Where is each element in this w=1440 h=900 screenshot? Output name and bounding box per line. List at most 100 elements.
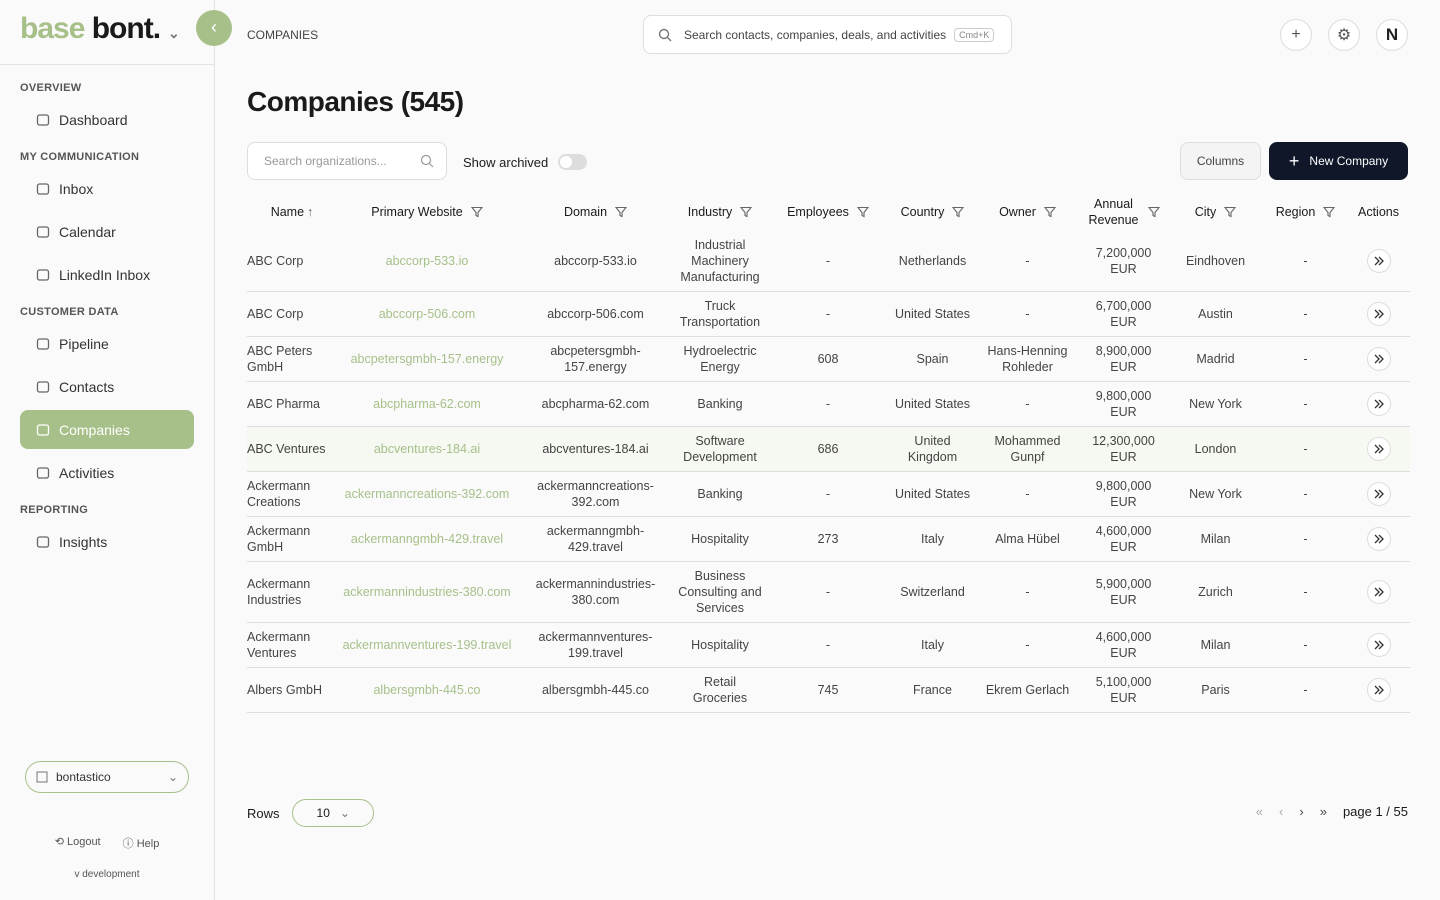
header-content[interactable]: Domain xyxy=(564,205,628,219)
next-page[interactable]: › xyxy=(1299,804,1304,819)
header-label: Primary Website xyxy=(371,205,463,219)
filter-icon[interactable] xyxy=(615,206,628,218)
filter-icon[interactable] xyxy=(1323,206,1336,218)
column-header: Owner xyxy=(975,193,1080,231)
logout[interactable]: ⟲ Logout xyxy=(54,836,101,848)
collapse-button[interactable]: ‹ xyxy=(196,10,232,46)
open-button[interactable] xyxy=(1366,527,1391,551)
divider xyxy=(0,64,214,65)
nav: OVERVIEW Dashboard MY COMMUNICATION Inbox Ca… xyxy=(20,78,194,565)
header-content[interactable]: Country xyxy=(901,205,965,219)
filter-icon[interactable] xyxy=(952,206,965,218)
header-content[interactable]: City xyxy=(1195,205,1237,219)
nav-item[interactable]: Insights xyxy=(20,522,194,561)
cell: - xyxy=(975,622,1080,668)
cell[interactable]: albersgmbh-445.co xyxy=(337,667,517,713)
logout-label: Logout xyxy=(66,836,101,848)
open-button[interactable] xyxy=(1366,633,1391,657)
cell[interactable]: ackermanncreations-392.com xyxy=(337,471,517,517)
header-content[interactable]: Annual Revenue xyxy=(1088,196,1160,228)
org-search[interactable]: Search organizations... xyxy=(247,142,447,180)
cell: - xyxy=(766,291,890,337)
nav-item[interactable]: Dashboard xyxy=(20,100,194,139)
nav-label: Activities xyxy=(59,464,115,481)
global-search[interactable]: Search contacts, companies, deals, and a… xyxy=(643,15,1012,54)
table-row[interactable]: Ackermann Ventures ackermannventures-199.… xyxy=(247,622,1410,668)
open-button[interactable] xyxy=(1366,678,1391,702)
table-row[interactable]: ABC Pharma abcpharma-62.com abcpharma-62.c… xyxy=(247,381,1410,427)
add-button[interactable]: + xyxy=(1280,19,1312,51)
cell[interactable]: abcpetersgmbh-157.energy xyxy=(337,336,517,382)
table-row[interactable]: ABC Corp abccorp-506.com abccorp-506.com Tr… xyxy=(247,291,1410,337)
open-button[interactable] xyxy=(1366,392,1391,416)
open-button[interactable] xyxy=(1366,482,1391,506)
icon xyxy=(36,268,50,281)
cell[interactable]: ackermannindustries-380.com xyxy=(337,561,517,623)
cell[interactable]: abcpharma-62.com xyxy=(337,381,517,427)
column-header: Actions xyxy=(1347,193,1410,231)
cell: 7,200,000 EUR xyxy=(1080,231,1167,292)
header-content[interactable]: Owner xyxy=(999,205,1056,219)
icon xyxy=(1374,354,1384,364)
cell: United States xyxy=(890,291,975,337)
nav-label: Calendar xyxy=(59,223,116,240)
avatar[interactable]: N xyxy=(1376,19,1408,51)
filter-icon[interactable] xyxy=(470,206,483,218)
filter-icon[interactable] xyxy=(740,206,753,218)
open-button[interactable] xyxy=(1366,437,1391,461)
cell[interactable]: abccorp-506.com xyxy=(337,291,517,337)
cell[interactable]: abccorp-533.io xyxy=(337,231,517,292)
nav-item[interactable]: LinkedIn Inbox xyxy=(20,255,194,294)
open-button[interactable] xyxy=(1366,302,1391,326)
filter-icon[interactable] xyxy=(1147,206,1160,218)
first-page[interactable]: « xyxy=(1255,804,1264,819)
table-row[interactable]: Ackermann Creations ackermanncreations-39… xyxy=(247,471,1410,517)
header-content[interactable]: Industry xyxy=(688,205,753,219)
last-page[interactable]: » xyxy=(1319,804,1327,819)
table-row[interactable]: Ackermann Industries ackermannindustries-… xyxy=(247,561,1410,623)
archive-toggle[interactable]: Show archived xyxy=(463,154,588,170)
table-row[interactable]: ABC Peters GmbH abcpetersgmbh-157.energy a… xyxy=(247,336,1410,382)
nav-item[interactable]: Calendar xyxy=(20,212,194,251)
table-row[interactable]: Albers GmbH albersgmbh-445.co albersgmbh-4… xyxy=(247,667,1410,713)
header-content[interactable]: Primary Website xyxy=(371,205,483,219)
help[interactable]: ⓘ Help xyxy=(122,838,160,850)
cell: Ackermann Creations xyxy=(247,471,337,517)
table-row[interactable]: ABC Ventures abcventures-184.ai abcventure… xyxy=(247,426,1410,472)
rows-select[interactable]: 10 ⌄ xyxy=(291,799,374,827)
table-body: ABC Corp abccorp-533.io abccorp-533.io Indu… xyxy=(247,231,1410,713)
nav-item[interactable]: Contacts xyxy=(20,367,194,406)
header-content[interactable]: Employees xyxy=(787,205,869,219)
logo[interactable]: base bont. ⌄ xyxy=(20,12,180,46)
open-button[interactable] xyxy=(1366,580,1391,604)
nav-item[interactable]: Activities xyxy=(20,453,194,492)
nav-item[interactable]: Companies xyxy=(20,410,194,449)
cell: - xyxy=(766,231,890,292)
table-row[interactable]: Ackermann GmbH ackermanngmbh-429.travel ac… xyxy=(247,516,1410,562)
cell[interactable]: ackermannventures-199.travel xyxy=(337,622,517,668)
actions-cell xyxy=(1347,291,1410,337)
open-button[interactable] xyxy=(1366,249,1391,273)
columns-button[interactable]: Columns xyxy=(1180,142,1261,180)
header-content[interactable]: Region xyxy=(1276,205,1336,219)
workspace-select[interactable]: bontastico ⌄ xyxy=(25,761,189,793)
cell[interactable]: ackermanngmbh-429.travel xyxy=(337,516,517,562)
settings-button[interactable]: ⚙ xyxy=(1328,19,1360,51)
filter-icon[interactable] xyxy=(1043,206,1056,218)
header-label: Actions xyxy=(1358,205,1399,219)
cell[interactable]: abcventures-184.ai xyxy=(337,426,517,472)
filter-icon[interactable] xyxy=(1224,206,1237,218)
cell: Banking xyxy=(674,381,766,427)
nav-item[interactable]: Inbox xyxy=(20,169,194,208)
prev-page[interactable]: ‹ xyxy=(1279,804,1284,819)
table-row[interactable]: ABC Corp abccorp-533.io abccorp-533.io Indu… xyxy=(247,231,1410,292)
filter-icon[interactable] xyxy=(856,206,869,218)
cell: - xyxy=(766,561,890,623)
cell: 608 xyxy=(766,336,890,382)
nav-item[interactable]: Pipeline xyxy=(20,324,194,363)
cell: Italy xyxy=(890,622,975,668)
header-label: Country xyxy=(900,205,945,219)
header-content[interactable]: Name ↑ xyxy=(271,205,314,219)
new-company-button[interactable]: + New Company xyxy=(1269,142,1408,180)
open-button[interactable] xyxy=(1366,347,1391,371)
